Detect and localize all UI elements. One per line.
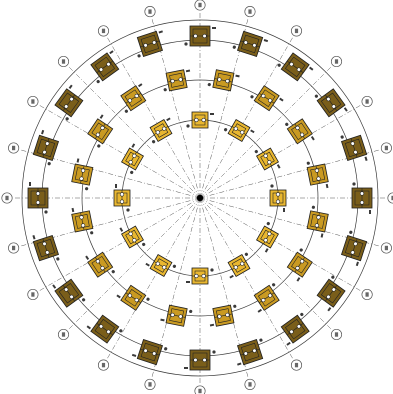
footing-pad-inner — [224, 119, 255, 142]
footing-pad-middle — [87, 114, 114, 148]
footing-pad-outer — [54, 84, 84, 121]
footing-pad-outer — [131, 338, 168, 366]
footing-pad-inner — [121, 143, 144, 174]
axis-bubble — [361, 288, 373, 301]
footing-pad-outer — [184, 349, 216, 371]
footing-pad-middle — [160, 304, 193, 327]
axis-bubble — [144, 378, 156, 390]
footing-pad-outer — [314, 88, 348, 118]
footing-pad-outer — [184, 25, 216, 47]
footing-pad-middle — [285, 118, 315, 145]
footing-pad-inner — [254, 147, 281, 171]
footing-pad-inner — [149, 117, 173, 144]
axis-bubble — [244, 6, 256, 18]
footing-pad-inner — [186, 267, 214, 285]
axis-bubble — [290, 359, 303, 371]
footing-pad-outer — [32, 234, 60, 262]
footing-pad-outer — [277, 52, 314, 82]
footing-pad-middle — [116, 284, 150, 311]
footing-pad-inner — [119, 225, 146, 249]
axis-bubble — [194, 385, 206, 394]
footing-pad-outer — [280, 312, 310, 346]
footing-pad-inner — [145, 254, 176, 277]
footing-pad-outer — [32, 129, 60, 166]
axis-bubble — [57, 55, 70, 68]
radial-axis-line — [107, 37, 201, 199]
footing-pad-outer — [27, 182, 49, 214]
radial-axis-line — [199, 67, 331, 199]
axis-bubble — [97, 359, 110, 371]
footing-pad-middle — [207, 69, 240, 92]
axis-bubble — [361, 95, 373, 108]
axis-bubble — [244, 378, 256, 390]
axis-bubble — [194, 0, 206, 11]
radial-axis-line — [199, 197, 331, 329]
axis-bubble — [97, 25, 110, 37]
footing-pad-middle — [306, 161, 329, 189]
axis-bubble — [27, 288, 39, 301]
radial-axis-line — [39, 197, 201, 291]
footing-pad-middle — [163, 69, 191, 92]
radial-axis-line — [199, 37, 293, 199]
axis-bubble — [1, 192, 13, 204]
axis-bubble — [8, 142, 20, 154]
axis-bubble — [387, 192, 393, 204]
footing-pad-middle — [286, 248, 313, 282]
footing-pad-inner — [186, 111, 214, 129]
footing-pad-outer — [236, 338, 264, 366]
footing-pad-outer — [340, 230, 368, 267]
axis-bubble — [57, 328, 70, 341]
axis-bubble — [27, 95, 39, 108]
footing-pad-inner — [227, 252, 251, 279]
footing-pad-outer — [316, 275, 346, 312]
axis-bubble — [380, 242, 392, 254]
footing-pad-middle — [85, 251, 115, 278]
footing-pads — [27, 25, 373, 371]
footing-pad-inner — [113, 184, 131, 212]
radial-axis-line — [199, 197, 293, 359]
axis-bubble — [330, 328, 343, 341]
footing-pad-outer — [52, 278, 86, 308]
axis-bubble — [144, 6, 156, 18]
footing-pad-inner — [269, 184, 287, 212]
footing-pad-middle — [71, 158, 94, 191]
axis-bubble — [290, 25, 303, 37]
footing-pad-outer — [232, 30, 269, 58]
footing-pad-inner — [256, 222, 279, 253]
footing-pad-outer — [136, 30, 164, 58]
center-point-marker — [196, 194, 204, 202]
footing-pad-middle — [306, 205, 329, 238]
footing-pad-middle — [253, 283, 280, 313]
footing-pad-outer — [90, 50, 120, 84]
axis-bubble — [8, 242, 20, 254]
footing-pad-middle — [209, 304, 237, 327]
footing-pad-outer — [340, 134, 368, 162]
radial-axis-line — [39, 105, 201, 199]
radial-axis-line — [199, 105, 361, 199]
axis-bubble — [380, 142, 392, 154]
radial-axis-line — [107, 197, 201, 359]
footing-pad-middle — [120, 83, 147, 113]
radial-axis-line — [69, 67, 201, 199]
footing-pad-outer — [86, 314, 123, 344]
radial-axis-line — [69, 197, 201, 329]
radial-axis-line — [199, 197, 361, 291]
axis-bubble — [330, 55, 343, 68]
footing-pad-outer — [351, 182, 373, 214]
footing-pad-middle — [71, 207, 94, 235]
footing-pad-middle — [250, 85, 284, 112]
